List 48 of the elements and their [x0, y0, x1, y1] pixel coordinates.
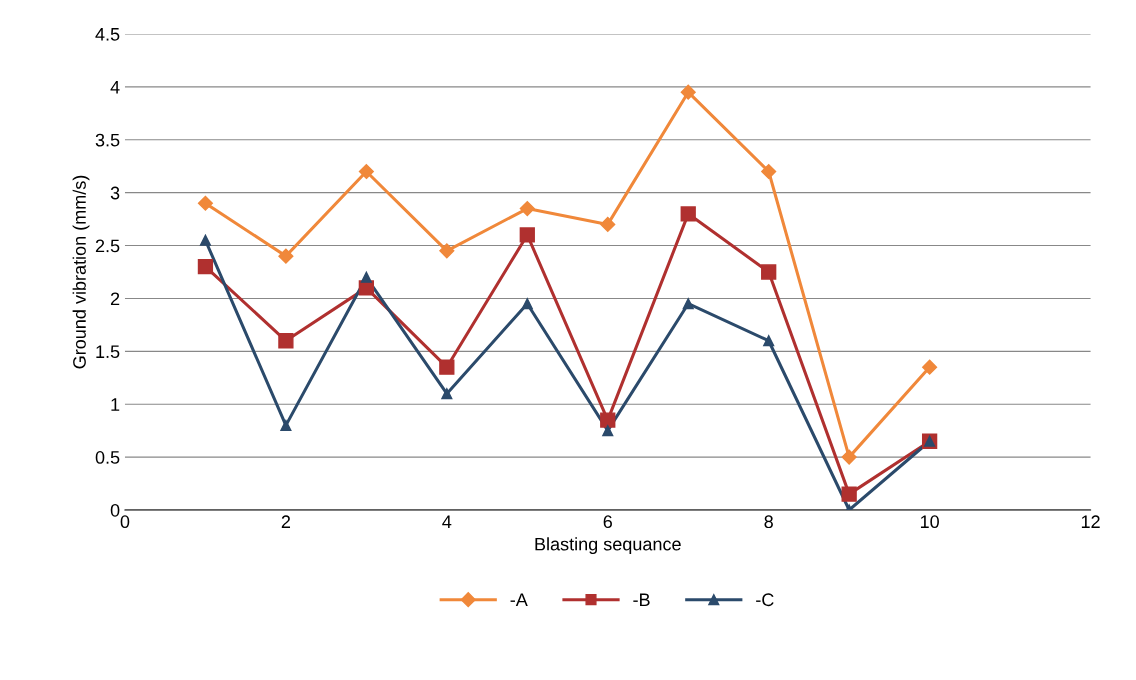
point: [519, 200, 535, 217]
y-tick-label: 4.5: [95, 28, 120, 41]
point: [278, 333, 294, 349]
y-tick-label: 0.5: [95, 451, 120, 464]
point: [761, 163, 777, 180]
x-tick-label: 0: [120, 515, 130, 529]
point: [519, 227, 535, 243]
legend-label: -A: [510, 593, 528, 606]
point: [358, 163, 374, 180]
point: [439, 359, 455, 375]
point: [680, 206, 696, 222]
point: [280, 419, 292, 431]
y-tick-label: 3.5: [95, 133, 120, 147]
x-axis-title: Blasting sequance: [535, 537, 681, 555]
point: [922, 359, 938, 375]
x-tick-label: 2: [281, 515, 291, 528]
y-tick-label: 0: [110, 503, 120, 517]
y-tick-label: 3: [110, 186, 120, 200]
point: [199, 234, 211, 246]
point: [197, 259, 214, 275]
point: [763, 335, 775, 347]
legend-label: -B: [633, 593, 650, 606]
y-tick-label: 1.5: [96, 345, 120, 359]
point: [602, 425, 614, 437]
point: [682, 298, 694, 310]
point: [521, 298, 533, 310]
point: [680, 84, 696, 100]
y-tick-label: 2.5: [95, 239, 120, 253]
point: [441, 388, 453, 400]
point: [197, 195, 213, 211]
point: [278, 248, 294, 264]
x-tick-label: 10: [920, 515, 939, 529]
y-tick-label: 1: [111, 398, 120, 411]
point: [360, 271, 372, 283]
y-tick-label: 4: [110, 81, 120, 94]
point: [600, 412, 616, 428]
point: [439, 243, 455, 259]
point: [841, 449, 857, 465]
point: [761, 264, 777, 280]
y-tick-label: 2: [110, 292, 120, 305]
x-tick-label: 12: [1081, 515, 1100, 528]
point: [841, 486, 857, 502]
x-tick-label: 8: [764, 515, 773, 529]
legend-label: -C: [756, 593, 774, 607]
x-tick-label: 4: [442, 515, 452, 528]
y-axis-title: Ground vibration (mm/s): [72, 175, 90, 369]
x-tick-label: 6: [603, 515, 612, 529]
point: [600, 216, 616, 232]
